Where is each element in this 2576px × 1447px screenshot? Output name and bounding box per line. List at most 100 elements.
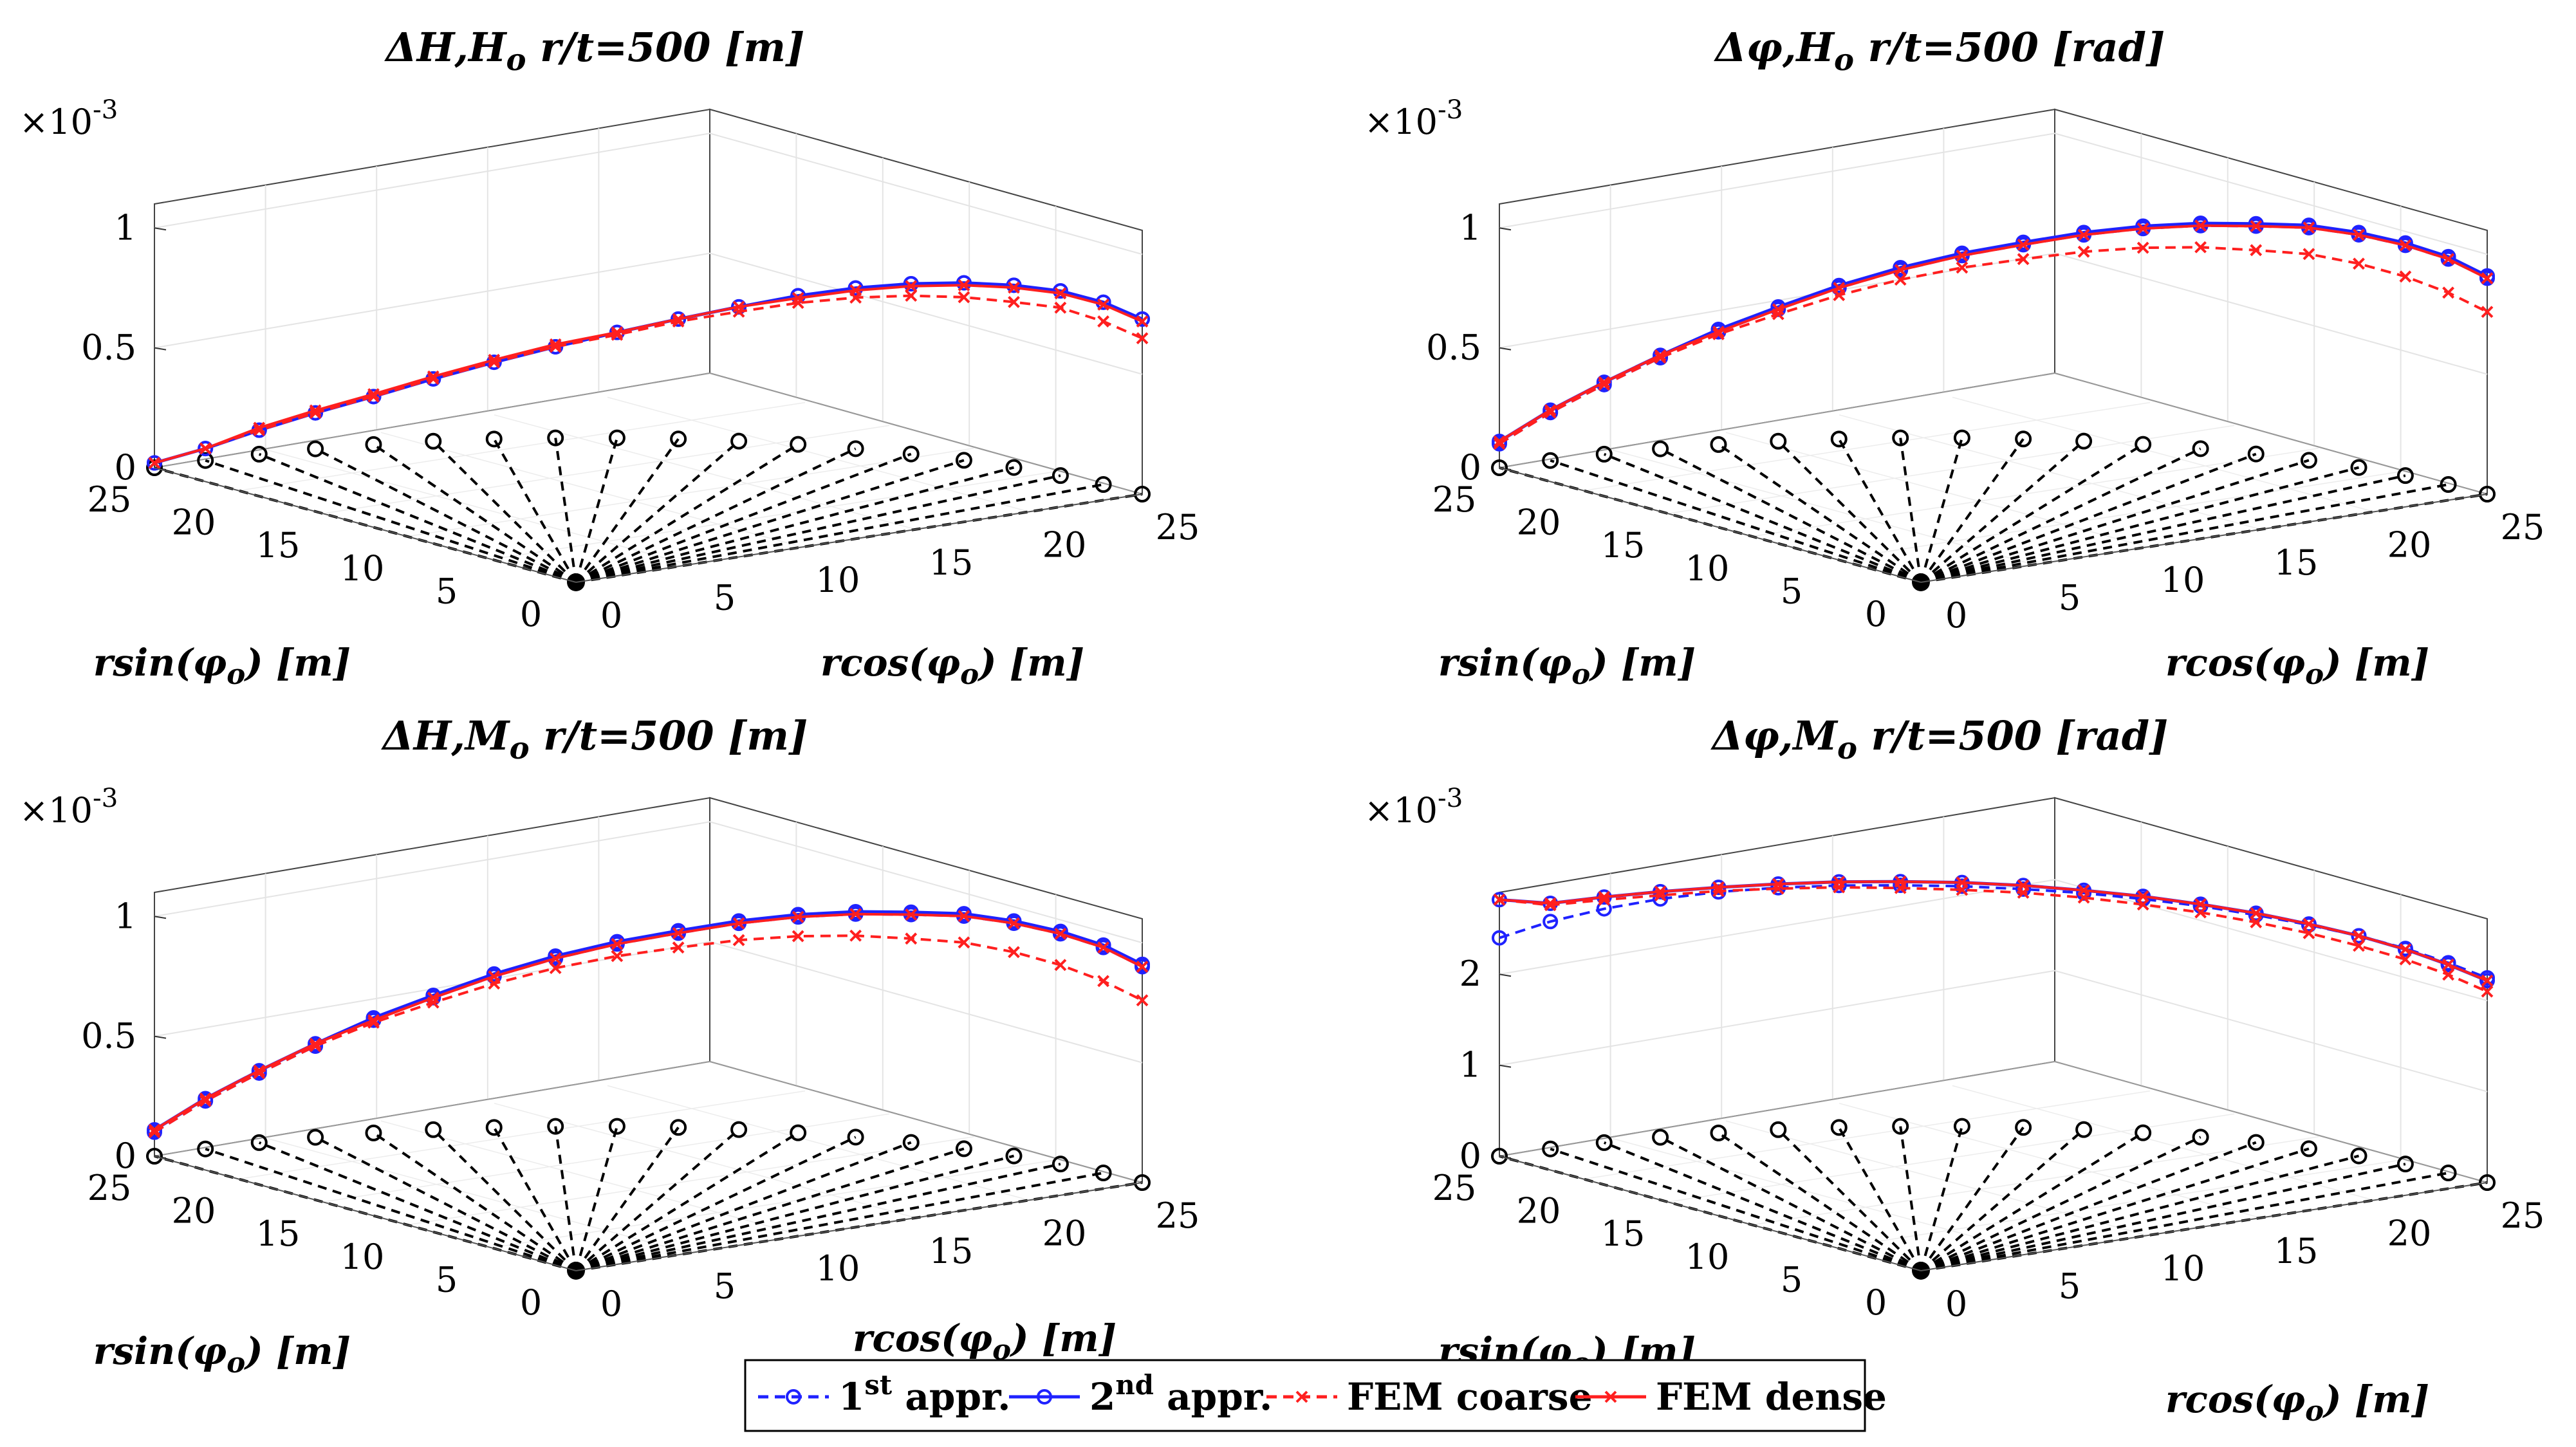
- z-tick-mark: [154, 1035, 167, 1039]
- x-axis-title: rcos(φo) [m]: [820, 641, 1084, 691]
- y-tick-label: 0: [520, 1282, 542, 1323]
- data-point: [611, 937, 624, 950]
- x-axis-title-rest: ) [m]: [977, 641, 1084, 685]
- base-radial-line: [1920, 1172, 2449, 1272]
- data-point: [2479, 973, 2495, 989]
- base-radial-line: [1920, 459, 2310, 584]
- z-exponent-base: ×10: [1364, 102, 1438, 142]
- x-axis-title-main: rcos(φ: [2165, 641, 2305, 685]
- y-axis-title-sub: o: [227, 1347, 245, 1379]
- legend-item-fem-dense: FEM dense: [1575, 1375, 1887, 1419]
- base-circle-marker: [365, 436, 382, 453]
- base-circle-marker: [1005, 1147, 1023, 1165]
- data-point: [2248, 216, 2264, 232]
- base-circle-marker: [902, 1134, 920, 1151]
- floor-grid-line: [1583, 1090, 2151, 1180]
- base-circle-marker: [1652, 1129, 1669, 1146]
- floor-grid-line: [238, 401, 806, 492]
- grid-line-z: [1499, 970, 2488, 1092]
- legend-marker: [1604, 1390, 1617, 1403]
- base-circle-marker: [670, 430, 687, 448]
- x-tick-label: 15: [929, 542, 974, 583]
- base-circle-marker: [608, 429, 625, 447]
- series-fem-coarse: [1493, 241, 2494, 450]
- data-point: [2136, 890, 2149, 903]
- y-tick-label: 20: [172, 502, 216, 543]
- base-circle-marker: [2135, 436, 2152, 453]
- y-tick-label: 25: [1432, 479, 1477, 520]
- x-axis-title-main: rcos(φ: [2165, 1378, 2305, 1421]
- base-radial-line: [1550, 459, 1922, 584]
- base-circle-marker: [1595, 445, 1613, 463]
- base-radial-line: [575, 443, 799, 584]
- legend-label-rest: appr.: [1154, 1375, 1272, 1419]
- y-tick-label: 10: [340, 548, 385, 589]
- base-circle-marker: [2350, 459, 2368, 476]
- z-exponent-base: ×10: [19, 102, 93, 142]
- y-tick-label: 15: [256, 1213, 301, 1254]
- data-point: [1054, 927, 1067, 940]
- base-circle-marker: [197, 1140, 214, 1157]
- x-axis-title-sub: o: [2305, 1395, 2324, 1428]
- base-circle-marker: [790, 436, 807, 453]
- data-point: [1492, 434, 1507, 449]
- base-radial-line: [1550, 1147, 1922, 1272]
- base-circle-marker: [1953, 1118, 1970, 1135]
- legend-label-sup: nd: [1115, 1369, 1154, 1401]
- data-point: [1956, 249, 1969, 262]
- data-point: [848, 280, 864, 296]
- base-radial-line: [575, 440, 740, 584]
- floor-grid-line: [1952, 1085, 2375, 1201]
- data-point: [905, 280, 918, 293]
- base-circle-marker: [955, 452, 972, 469]
- data-point: [1136, 332, 1149, 345]
- base-circle-marker: [1953, 429, 1970, 447]
- base-radial-line: [205, 1147, 577, 1272]
- x-tick-label: 10: [816, 1248, 860, 1289]
- base-radial-line: [575, 483, 1104, 584]
- data-point: [1894, 875, 1907, 888]
- data-point: [2399, 943, 2412, 955]
- z-tick-label: 0.5: [1426, 327, 1481, 368]
- base-circle-marker: [2015, 430, 2032, 448]
- grid-line-z: [1499, 252, 2488, 375]
- chart-title-main: ΔH,M: [381, 712, 511, 759]
- chart-title-main: ΔH,H: [384, 24, 508, 71]
- base-radial-line: [1920, 1154, 2359, 1272]
- base-radial-line: [1920, 1147, 2310, 1272]
- data-point: [427, 370, 440, 383]
- z-exponent-label: ×10-3: [1364, 94, 1463, 142]
- data-point: [848, 903, 864, 919]
- x-tick-label: 5: [2059, 1266, 2080, 1307]
- legend-label-main: 2: [1089, 1375, 1115, 1419]
- base-radial-line: [1899, 1126, 1922, 1271]
- base-circle-marker: [2396, 467, 2414, 484]
- data-point: [2353, 930, 2365, 942]
- base-radial-line: [1920, 443, 2144, 584]
- data-point: [958, 291, 970, 304]
- legend-item-fem-coarse: FEM coarse: [1266, 1375, 1592, 1419]
- legend-marker: [1295, 1390, 1308, 1403]
- data-point: [792, 910, 804, 923]
- data-point: [2194, 241, 2207, 253]
- floor-grid-line: [1667, 1113, 2235, 1203]
- base-radial-line: [1920, 1136, 2201, 1272]
- base-radial-line: [1920, 1163, 2406, 1272]
- base-circle-marker: [2192, 1129, 2209, 1146]
- data-point: [790, 907, 806, 923]
- grid-line-z: [154, 372, 1143, 495]
- z-tick-mark: [1499, 973, 1512, 977]
- base-circle-marker: [1830, 430, 1848, 448]
- chart-title-rest: r/t=500 [m]: [526, 24, 805, 71]
- grid-line-z: [154, 252, 1143, 375]
- y-axis-title: rsin(φo) [m]: [1438, 641, 1696, 691]
- x-axis-title-sub: o: [960, 658, 979, 691]
- base-circle-marker: [485, 1119, 503, 1136]
- y-axis-title-main: rsin(φ: [1438, 641, 1571, 685]
- base-radial-line: [575, 466, 1014, 584]
- y-tick-label: 5: [436, 1259, 458, 1300]
- legend-marker: [786, 1389, 801, 1405]
- data-point: [1956, 876, 1969, 889]
- legend-label-main: FEM dense: [1656, 1375, 1887, 1419]
